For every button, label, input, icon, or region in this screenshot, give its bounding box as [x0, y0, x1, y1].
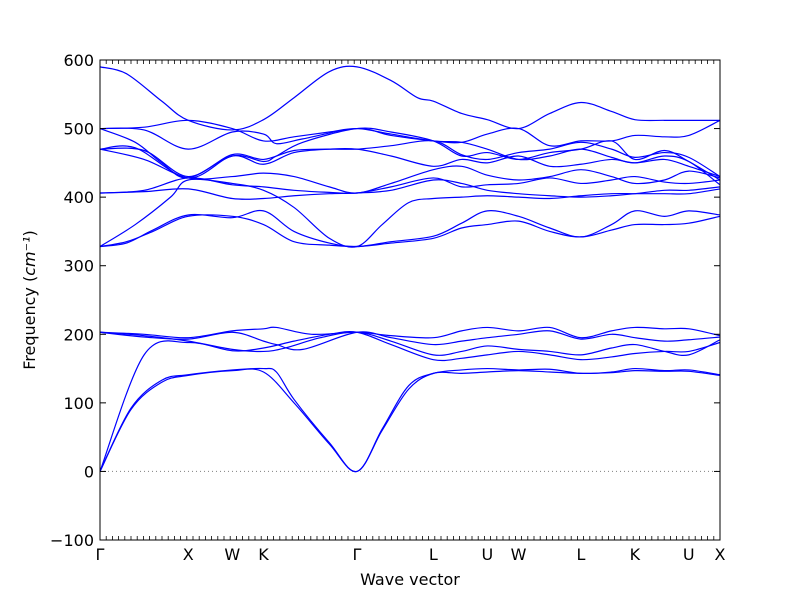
y-axis-label-unit: cm⁻¹	[20, 237, 39, 276]
k-point-label-11: U	[683, 545, 695, 564]
y-tick-label: 300	[63, 257, 94, 276]
k-point-label-2: X	[183, 545, 194, 564]
k-point-label-12: X	[715, 545, 726, 564]
band-line-12	[99, 148, 721, 194]
y-axis-label: Frequency (cm⁻¹)	[20, 230, 39, 370]
y-tick-label: 100	[63, 394, 94, 413]
band-line-14	[99, 140, 721, 178]
axis-ticks-group	[99, 59, 721, 541]
k-point-label-7: U	[481, 545, 493, 564]
y-axis-label-unit-open: (	[20, 276, 39, 282]
y-tick-label: −100	[50, 531, 94, 550]
k-point-label-10: K	[630, 545, 641, 564]
band-line-18	[99, 65, 720, 131]
band-line-4	[99, 331, 721, 356]
y-axis-label-unit-close: )	[20, 230, 39, 236]
k-point-label-3: W	[224, 545, 240, 564]
x-axis-label: Wave vector	[360, 570, 460, 589]
band-line-6	[99, 326, 721, 339]
y-tick-label: 600	[63, 51, 94, 70]
k-point-label-5: Γ	[353, 545, 362, 564]
plot-frame	[99, 59, 721, 541]
y-tick-label: 200	[63, 325, 94, 344]
band-line-2	[99, 367, 721, 473]
y-tick-label: 0	[84, 462, 94, 481]
y-tick-labels-group: −100 0 100 200 300 400 500 600	[50, 51, 94, 550]
band-line-11	[99, 175, 721, 194]
band-line-16	[99, 119, 721, 150]
k-point-label-6: L	[429, 545, 438, 564]
band-line-5	[99, 330, 721, 351]
k-point-label-4: K	[258, 545, 269, 564]
y-axis-label-text: Frequency	[20, 287, 39, 370]
k-point-label-9: L	[576, 545, 585, 564]
y-tick-label: 400	[63, 188, 94, 207]
k-point-label-1: Γ	[96, 545, 105, 564]
band-lines-group	[99, 65, 721, 473]
band-line-10	[99, 179, 721, 200]
k-point-label-8: W	[511, 545, 527, 564]
band-line-3	[99, 331, 721, 472]
y-tick-label: 500	[63, 120, 94, 139]
band-line-8	[99, 209, 721, 248]
